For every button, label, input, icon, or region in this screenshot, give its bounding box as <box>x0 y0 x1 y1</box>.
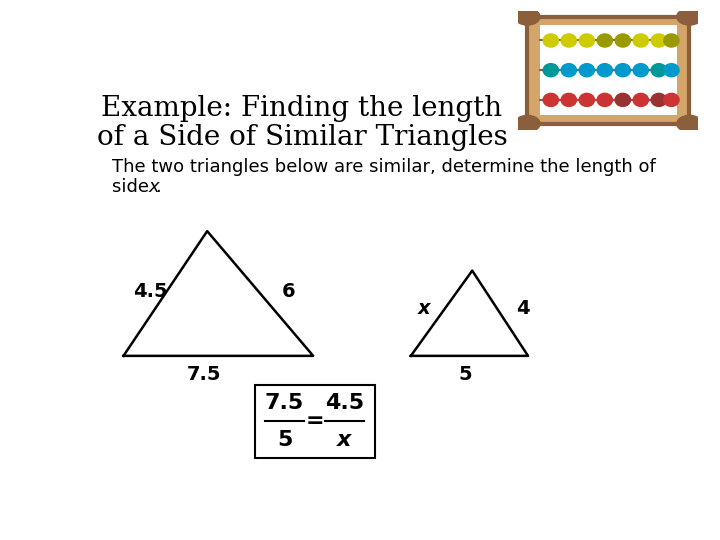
Ellipse shape <box>664 64 679 77</box>
Ellipse shape <box>579 64 595 77</box>
Ellipse shape <box>597 34 613 47</box>
Text: .: . <box>155 178 161 197</box>
Ellipse shape <box>651 93 667 106</box>
Ellipse shape <box>579 93 595 106</box>
Ellipse shape <box>561 64 577 77</box>
Circle shape <box>515 9 540 25</box>
Text: 7.5: 7.5 <box>187 365 222 384</box>
Ellipse shape <box>633 93 649 106</box>
FancyBboxPatch shape <box>540 25 677 116</box>
Text: side: side <box>112 178 155 197</box>
Circle shape <box>677 9 702 25</box>
Text: 4: 4 <box>516 299 529 318</box>
Ellipse shape <box>615 34 631 47</box>
Text: 4.5: 4.5 <box>133 282 168 301</box>
Ellipse shape <box>597 64 613 77</box>
Ellipse shape <box>664 34 679 47</box>
Text: x: x <box>418 299 430 318</box>
Circle shape <box>515 116 540 132</box>
Circle shape <box>677 116 702 132</box>
Ellipse shape <box>543 64 559 77</box>
Text: Example: Finding the length: Example: Finding the length <box>102 95 503 122</box>
Text: x: x <box>338 430 352 450</box>
Ellipse shape <box>633 64 649 77</box>
Ellipse shape <box>615 64 631 77</box>
Text: of a Side of Similar Triangles: of a Side of Similar Triangles <box>96 124 508 151</box>
Text: 5: 5 <box>277 430 292 450</box>
Text: x: x <box>148 178 158 197</box>
Ellipse shape <box>561 93 577 106</box>
Text: 4.5: 4.5 <box>325 393 364 413</box>
Ellipse shape <box>651 64 667 77</box>
Ellipse shape <box>579 34 595 47</box>
Text: 6: 6 <box>282 282 295 301</box>
Ellipse shape <box>597 93 613 106</box>
FancyBboxPatch shape <box>527 17 690 124</box>
Ellipse shape <box>651 34 667 47</box>
Text: The two triangles below are similar, determine the length of: The two triangles below are similar, det… <box>112 158 656 176</box>
Text: 7.5: 7.5 <box>265 393 305 413</box>
Ellipse shape <box>615 93 631 106</box>
Ellipse shape <box>633 34 649 47</box>
Text: =: = <box>305 411 324 431</box>
Ellipse shape <box>543 34 559 47</box>
Ellipse shape <box>561 34 577 47</box>
Text: 5: 5 <box>458 365 472 384</box>
Bar <box>255 385 374 458</box>
Ellipse shape <box>543 93 559 106</box>
Ellipse shape <box>664 93 679 106</box>
